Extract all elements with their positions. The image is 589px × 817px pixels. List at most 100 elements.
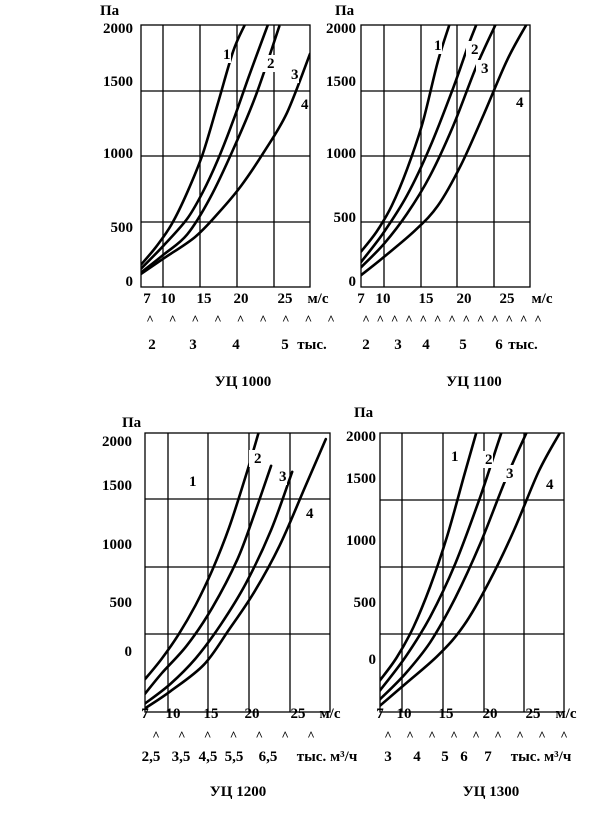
flow-tick-label: 2,5	[142, 749, 161, 765]
x-tick-label: 15	[197, 291, 212, 307]
flow-tick-label: 5	[459, 337, 467, 353]
flow-scale-caret: ^	[520, 312, 528, 327]
flow-scale-caret: ^	[191, 312, 199, 327]
series-label-background	[249, 450, 262, 467]
y-tick-label: 500	[354, 595, 377, 611]
x-tick-label: 20	[457, 291, 472, 307]
flow-scale-caret: ^	[428, 728, 436, 743]
y-tick-label: 0	[369, 652, 377, 668]
series-label-background	[262, 55, 275, 72]
flow-scale-caret: ^	[405, 312, 413, 327]
flow-scale-caret: ^	[214, 312, 222, 327]
chart-title: УЦ 1200	[210, 784, 266, 800]
series-label-1: 1	[451, 449, 459, 465]
y-tick-label: 2000	[346, 429, 376, 445]
y-tick-label: 0	[125, 644, 133, 660]
flow-scale-caret: ^	[434, 312, 442, 327]
flow-scale-caret: ^	[178, 728, 186, 743]
flow-scale-caret: ^	[237, 312, 245, 327]
flow-scale-caret: ^	[406, 728, 414, 743]
flow-tick-label: 4	[232, 337, 240, 353]
flow-scale-caret: ^	[230, 728, 238, 743]
x-axis-unit: м/с	[319, 706, 340, 722]
x-tick-label: 10	[166, 706, 181, 722]
series-line-2	[145, 464, 273, 696]
x-tick-label: 7	[143, 291, 151, 307]
series-label-background	[274, 468, 287, 485]
series-line-1	[380, 433, 478, 682]
series-label-3: 3	[291, 67, 299, 83]
series-line-4	[361, 25, 528, 277]
flow-axis-unit: тыс. м³/ч	[297, 749, 358, 765]
x-tick-label: 10	[397, 706, 412, 722]
series-label-4: 4	[516, 95, 524, 111]
series-label-3: 3	[481, 61, 489, 77]
flow-tick-label: 6,5	[259, 749, 278, 765]
y-tick-label: 0	[126, 274, 134, 290]
flow-scale-caret: ^	[391, 312, 399, 327]
x-tick-label: 25	[291, 706, 306, 722]
series-label-background	[429, 37, 442, 54]
series-label-background	[446, 448, 459, 465]
flow-scale-caret: ^	[327, 312, 335, 327]
flow-scale-caret: ^	[256, 728, 264, 743]
series-label-1: 1	[223, 47, 231, 63]
series-line-4	[380, 433, 562, 707]
y-axis-label: Па	[100, 3, 120, 19]
flow-scale-caret: ^	[305, 312, 313, 327]
flow-scale-caret: ^	[472, 728, 480, 743]
y-tick-label: 0	[349, 274, 357, 290]
series-label-background	[218, 46, 231, 63]
chart-title: УЦ 1100	[446, 374, 502, 390]
series-label-background	[480, 451, 493, 468]
x-tick-label: 10	[376, 291, 391, 307]
flow-scale-caret: ^	[494, 728, 502, 743]
x-axis-unit: м/с	[555, 706, 576, 722]
series-line-1	[145, 433, 260, 681]
x-axis-unit: м/с	[531, 291, 552, 307]
flow-scale-caret: ^	[169, 312, 177, 327]
y-tick-label: 2000	[102, 434, 132, 450]
x-tick-label: 15	[419, 291, 434, 307]
x-tick-label: 20	[483, 706, 498, 722]
flow-tick-label: 5	[441, 749, 449, 765]
flow-scale-caret: ^	[281, 728, 289, 743]
flow-scale-caret: ^	[516, 728, 524, 743]
series-label-background	[296, 96, 309, 113]
flow-scale-caret: ^	[448, 312, 456, 327]
plot-frame	[144, 432, 331, 713]
series-label-4: 4	[306, 506, 314, 522]
y-tick-label: 500	[334, 210, 357, 226]
y-tick-label: 1500	[102, 478, 132, 494]
flow-scale-caret: ^	[506, 312, 514, 327]
series-label-2: 2	[471, 42, 479, 58]
y-tick-label: 1500	[326, 74, 356, 90]
series-label-background	[466, 41, 479, 58]
flow-scale-caret: ^	[204, 728, 212, 743]
x-tick-label: 20	[245, 706, 260, 722]
x-tick-label: 15	[204, 706, 219, 722]
flow-scale-caret: ^	[463, 312, 471, 327]
series-line-1	[361, 25, 451, 253]
flow-scale-caret: ^	[146, 312, 154, 327]
flow-axis-unit: тыс. м³/ч	[511, 749, 572, 765]
flow-scale-caret: ^	[420, 312, 428, 327]
flow-tick-label: 6	[460, 749, 468, 765]
chart-title: УЦ 1000	[215, 374, 271, 390]
flow-scale-caret: ^	[538, 728, 546, 743]
series-label-4: 4	[546, 477, 554, 493]
series-label-background	[301, 505, 314, 522]
flow-scale-caret: ^	[307, 728, 315, 743]
x-tick-label: 25	[526, 706, 541, 722]
flow-tick-label: 5	[281, 337, 289, 353]
flow-tick-label: 6	[495, 337, 503, 353]
x-tick-label: 7	[141, 706, 149, 722]
y-tick-label: 2000	[326, 21, 356, 37]
series-label-background	[476, 60, 489, 77]
series-label-3: 3	[279, 469, 287, 485]
series-line-4	[145, 437, 328, 710]
y-axis-label: Па	[335, 3, 355, 19]
chart-panel-3: 1 2 3 4 Па 2000 1500 1000 500 0 7 10 15 20 25 м/с ^ ^ ^ ^ ^ ^…	[102, 415, 358, 800]
series-label-4: 4	[301, 97, 309, 113]
